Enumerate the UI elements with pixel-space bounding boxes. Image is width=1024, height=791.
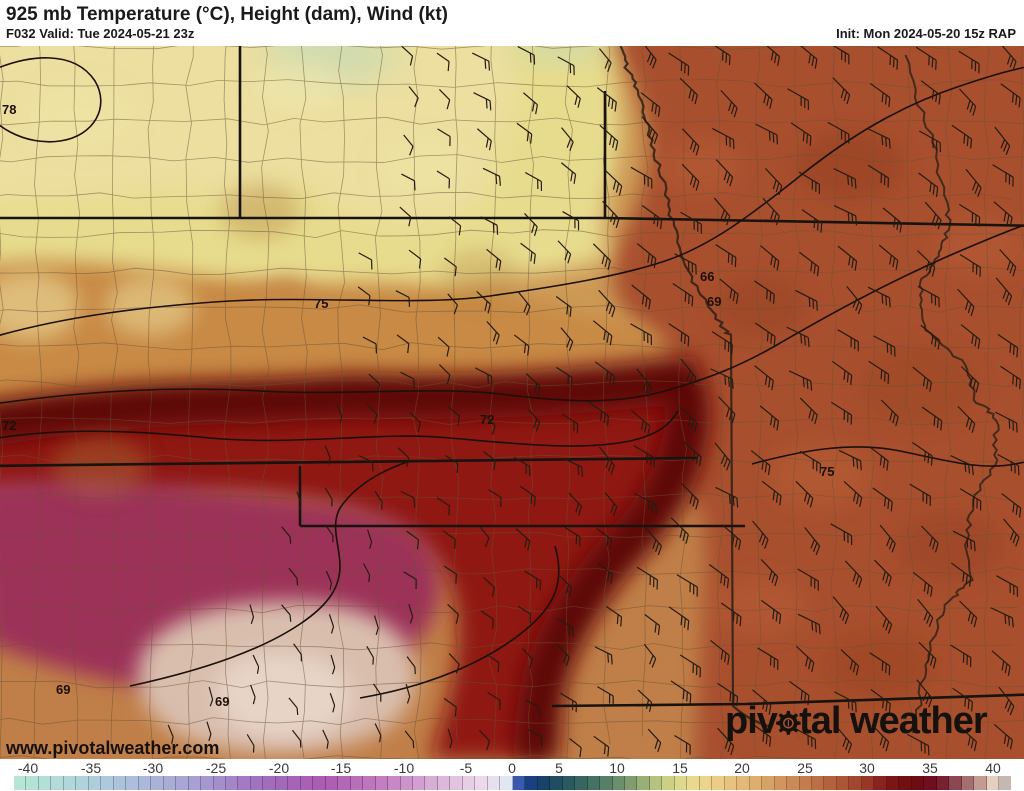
svg-text:72: 72 (2, 418, 16, 433)
svg-text:75: 75 (820, 464, 834, 479)
svg-text:78: 78 (2, 102, 16, 117)
svg-text:69: 69 (215, 694, 229, 709)
svg-text:66: 66 (700, 269, 714, 284)
svg-text:72: 72 (480, 412, 494, 427)
svg-text:75: 75 (314, 296, 328, 311)
svg-text:69: 69 (56, 682, 70, 697)
svg-text:pivotal weather: pivotal weather (725, 700, 988, 742)
svg-text:69: 69 (707, 294, 721, 309)
